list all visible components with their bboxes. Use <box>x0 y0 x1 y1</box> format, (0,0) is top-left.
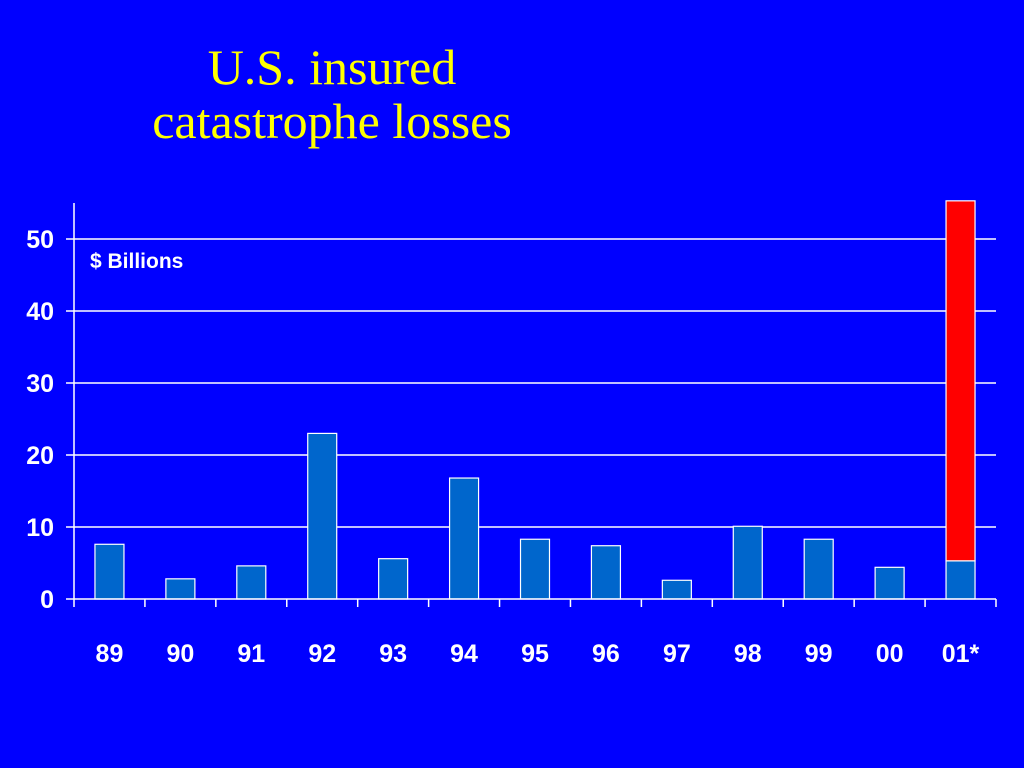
x-tick-label: 90 <box>166 640 194 668</box>
x-tick-label: 95 <box>521 640 549 668</box>
bar <box>732 525 763 600</box>
x-tick-label: 91 <box>237 640 265 668</box>
gridlines <box>66 238 996 528</box>
x-tick-label: 01* <box>942 640 980 668</box>
x-tick-label: 93 <box>379 640 407 668</box>
bar <box>165 578 196 600</box>
y-tick-label: 40 <box>26 298 54 326</box>
bar <box>519 538 551 600</box>
x-tick-label: 00 <box>876 640 904 668</box>
y-tick-label: 30 <box>26 370 54 398</box>
x-tick-labels: 89 90 91 92 93 94 95 96 97 98 99 00 01* <box>96 640 980 668</box>
bar <box>378 558 409 600</box>
y-tick-labels: 0 10 20 30 40 50 <box>26 226 54 614</box>
axes <box>66 203 997 607</box>
title-line-1: U.S. insured <box>207 39 457 95</box>
title-line-2: catastrophe losses <box>152 93 512 149</box>
bar <box>94 543 125 600</box>
unit-label: $ Billions <box>90 250 184 273</box>
x-tick-label: 97 <box>663 640 691 668</box>
bar <box>307 432 338 600</box>
bar <box>874 566 905 600</box>
chart-title: U.S. insured catastrophe losses <box>0 40 664 148</box>
bar <box>448 477 480 600</box>
bar <box>803 538 834 600</box>
x-tick-label: 96 <box>592 640 620 668</box>
y-tick-label: 0 <box>40 586 54 614</box>
bar <box>945 560 976 600</box>
bars <box>94 200 976 600</box>
y-tick-label: 50 <box>26 226 54 254</box>
y-tick-label: 20 <box>26 442 54 470</box>
bar-highlight-segment <box>945 200 976 562</box>
bar <box>661 579 692 600</box>
x-tick-label: 94 <box>450 640 478 668</box>
x-tick-label: 99 <box>805 640 833 668</box>
bar <box>236 565 267 600</box>
bar <box>590 545 622 600</box>
x-tick-label: 98 <box>734 640 762 668</box>
x-tick-label: 89 <box>96 640 124 668</box>
x-tick-label: 92 <box>308 640 336 668</box>
y-tick-label: 10 <box>26 514 54 542</box>
